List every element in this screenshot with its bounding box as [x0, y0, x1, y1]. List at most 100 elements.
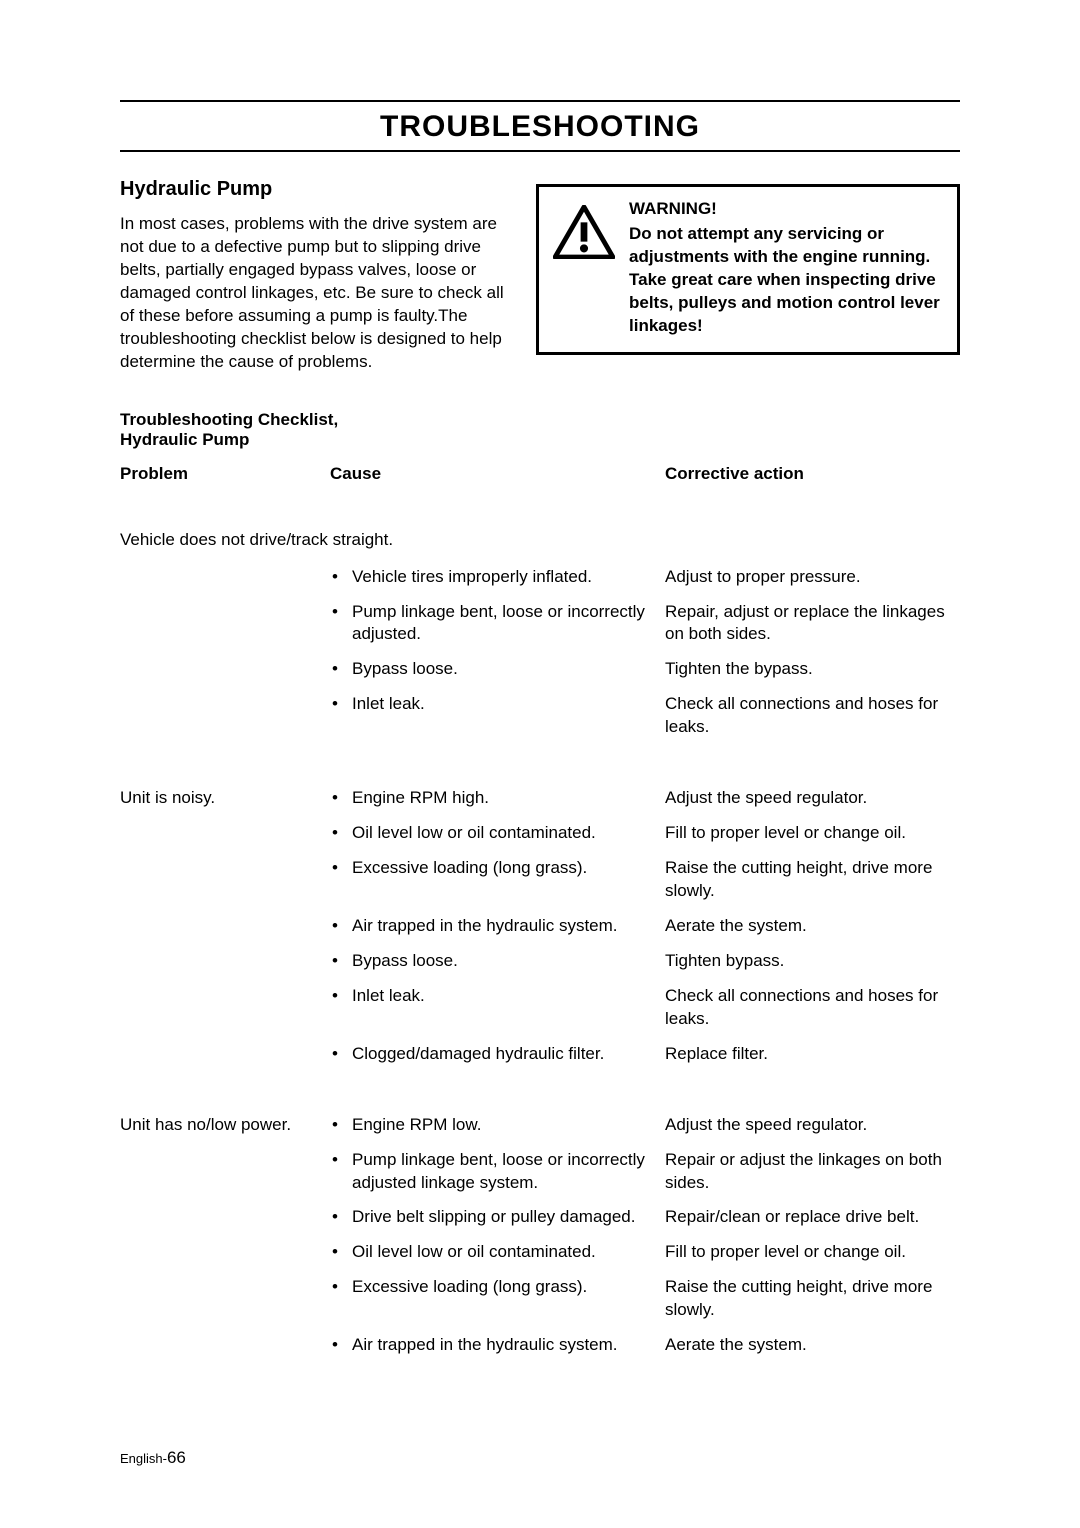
cell-action: Fill to proper level or change oil.: [665, 822, 960, 845]
warning-title: WARNING!: [629, 199, 943, 219]
cell-action: Fill to proper level or change oil.: [665, 1241, 960, 1264]
cell-problem: Unit has no/low power.: [120, 1114, 330, 1137]
cell-problem: [120, 1043, 330, 1066]
bullet-icon: •: [330, 1149, 352, 1195]
table-row: Unit has no/low power.•Engine RPM low.Ad…: [120, 1114, 960, 1137]
cell-cause: •Air trapped in the hydraulic system.: [330, 915, 665, 938]
cell-problem: [120, 1149, 330, 1195]
cell-problem: [120, 658, 330, 681]
bullet-icon: •: [330, 950, 352, 973]
footer-lang: English-: [120, 1451, 167, 1466]
cause-text: Oil level low or oil contaminated.: [352, 1241, 665, 1264]
footer-page-number: 66: [167, 1448, 186, 1467]
cell-cause: •Pump linkage bent, loose or incorrectly…: [330, 1149, 665, 1195]
cell-cause: •Excessive loading (long grass).: [330, 857, 665, 903]
cell-problem: [120, 566, 330, 589]
cause-text: Bypass loose.: [352, 658, 665, 681]
table-row: •Oil level low or oil contaminated.Fill …: [120, 1241, 960, 1264]
problem-label: Unit is noisy.: [120, 788, 215, 807]
cell-problem: [120, 601, 330, 647]
cell-cause: •Oil level low or oil contaminated.: [330, 1241, 665, 1264]
table-row: •Vehicle tires improperly inflated.Adjus…: [120, 566, 960, 589]
cell-cause: •Pump linkage bent, loose or incorrectly…: [330, 601, 665, 647]
cell-problem: [120, 857, 330, 903]
cell-cause: •Engine RPM low.: [330, 1114, 665, 1137]
checklist-title: Troubleshooting Checklist, Hydraulic Pum…: [120, 410, 420, 450]
cell-problem: [120, 1334, 330, 1357]
table-row: •Bypass loose.Tighten the bypass.: [120, 658, 960, 681]
cell-action: Tighten the bypass.: [665, 658, 960, 681]
cause-text: Excessive loading (long grass).: [352, 857, 665, 903]
table-row: •Excessive loading (long grass).Raise th…: [120, 1276, 960, 1322]
cell-action: Adjust to proper pressure.: [665, 566, 960, 589]
bullet-icon: •: [330, 1241, 352, 1264]
cell-problem: [120, 693, 330, 739]
cause-text: Oil level low or oil contaminated.: [352, 822, 665, 845]
table-row: •Air trapped in the hydraulic system.Aer…: [120, 1334, 960, 1357]
bullet-icon: •: [330, 1334, 352, 1357]
cause-text: Vehicle tires improperly inflated.: [352, 566, 665, 589]
header-problem: Problem: [120, 464, 330, 484]
table-row: •Excessive loading (long grass).Raise th…: [120, 857, 960, 903]
cell-problem: [120, 822, 330, 845]
table-row: •Air trapped in the hydraulic system.Aer…: [120, 915, 960, 938]
cell-action: Replace filter.: [665, 1043, 960, 1066]
table-row: •Pump linkage bent, loose or incorrectly…: [120, 601, 960, 647]
cell-problem: Unit is noisy.: [120, 787, 330, 810]
cell-action: Raise the cutting height, drive more slo…: [665, 857, 960, 903]
cell-action: Aerate the system.: [665, 915, 960, 938]
cell-problem: [120, 1241, 330, 1264]
section-heading: Hydraulic Pump: [120, 178, 508, 201]
cause-text: Excessive loading (long grass).: [352, 1276, 665, 1322]
cell-problem: [120, 985, 330, 1031]
problem-group: Vehicle does not drive/track straight.•V…: [120, 530, 960, 740]
page-title: TROUBLESHOOTING: [120, 110, 960, 144]
intro-column: Hydraulic Pump In most cases, problems w…: [120, 178, 508, 374]
cause-text: Pump linkage bent, loose or incorrectly …: [352, 1149, 665, 1195]
cell-action: Adjust the speed regulator.: [665, 787, 960, 810]
cell-cause: •Engine RPM high.: [330, 787, 665, 810]
cell-cause: •Bypass loose.: [330, 658, 665, 681]
problem-label: Vehicle does not drive/track straight.: [120, 530, 960, 550]
cell-problem: [120, 1276, 330, 1322]
cell-cause: •Bypass loose.: [330, 950, 665, 973]
warning-box: WARNING! Do not attempt any servicing or…: [536, 184, 960, 355]
table-row: •Drive belt slipping or pulley damaged.R…: [120, 1206, 960, 1229]
warning-triangle-icon: [553, 205, 615, 264]
warning-column: WARNING! Do not attempt any servicing or…: [536, 178, 960, 374]
cell-action: Aerate the system.: [665, 1334, 960, 1357]
problem-group: Unit is noisy. •Engine RPM high.Adjust th…: [120, 787, 960, 1065]
cell-action: Tighten bypass.: [665, 950, 960, 973]
table-row: •Oil level low or oil contaminated.Fill …: [120, 822, 960, 845]
bullet-icon: •: [330, 566, 352, 589]
page-footer: English-66: [120, 1448, 186, 1468]
cell-cause: •Inlet leak.: [330, 985, 665, 1031]
cell-action: Adjust the speed regulator.: [665, 1114, 960, 1137]
table-row: •Inlet leak.Check all connections and ho…: [120, 985, 960, 1031]
table-row: Unit is noisy. •Engine RPM high.Adjust th…: [120, 787, 960, 810]
cell-action: Check all connections and hoses for leak…: [665, 693, 960, 739]
cell-cause: •Inlet leak.: [330, 693, 665, 739]
top-horizontal-rule: [120, 100, 960, 102]
cell-problem: [120, 1206, 330, 1229]
cell-cause: •Oil level low or oil contaminated.: [330, 822, 665, 845]
bullet-icon: •: [330, 857, 352, 903]
table-row: •Pump linkage bent, loose or incorrectly…: [120, 1149, 960, 1195]
warning-text: WARNING! Do not attempt any servicing or…: [629, 199, 943, 338]
bullet-icon: •: [330, 658, 352, 681]
cell-cause: •Drive belt slipping or pulley damaged.: [330, 1206, 665, 1229]
cause-text: Inlet leak.: [352, 985, 665, 1031]
bullet-icon: •: [330, 1276, 352, 1322]
warning-body: Do not attempt any servicing or adjustme…: [629, 223, 943, 338]
table-row: •Bypass loose.Tighten bypass.: [120, 950, 960, 973]
cell-problem: [120, 915, 330, 938]
title-underline-rule: [120, 150, 960, 152]
cause-text: Drive belt slipping or pulley damaged.: [352, 1206, 665, 1229]
cause-text: Pump linkage bent, loose or incorrectly …: [352, 601, 665, 647]
checklist-body: Vehicle does not drive/track straight.•V…: [120, 530, 960, 1358]
cell-action: Check all connections and hoses for leak…: [665, 985, 960, 1031]
bullet-icon: •: [330, 693, 352, 739]
cell-action: Raise the cutting height, drive more slo…: [665, 1276, 960, 1322]
header-action: Corrective action: [665, 464, 960, 484]
cause-text: Clogged/damaged hydraulic filter.: [352, 1043, 665, 1066]
